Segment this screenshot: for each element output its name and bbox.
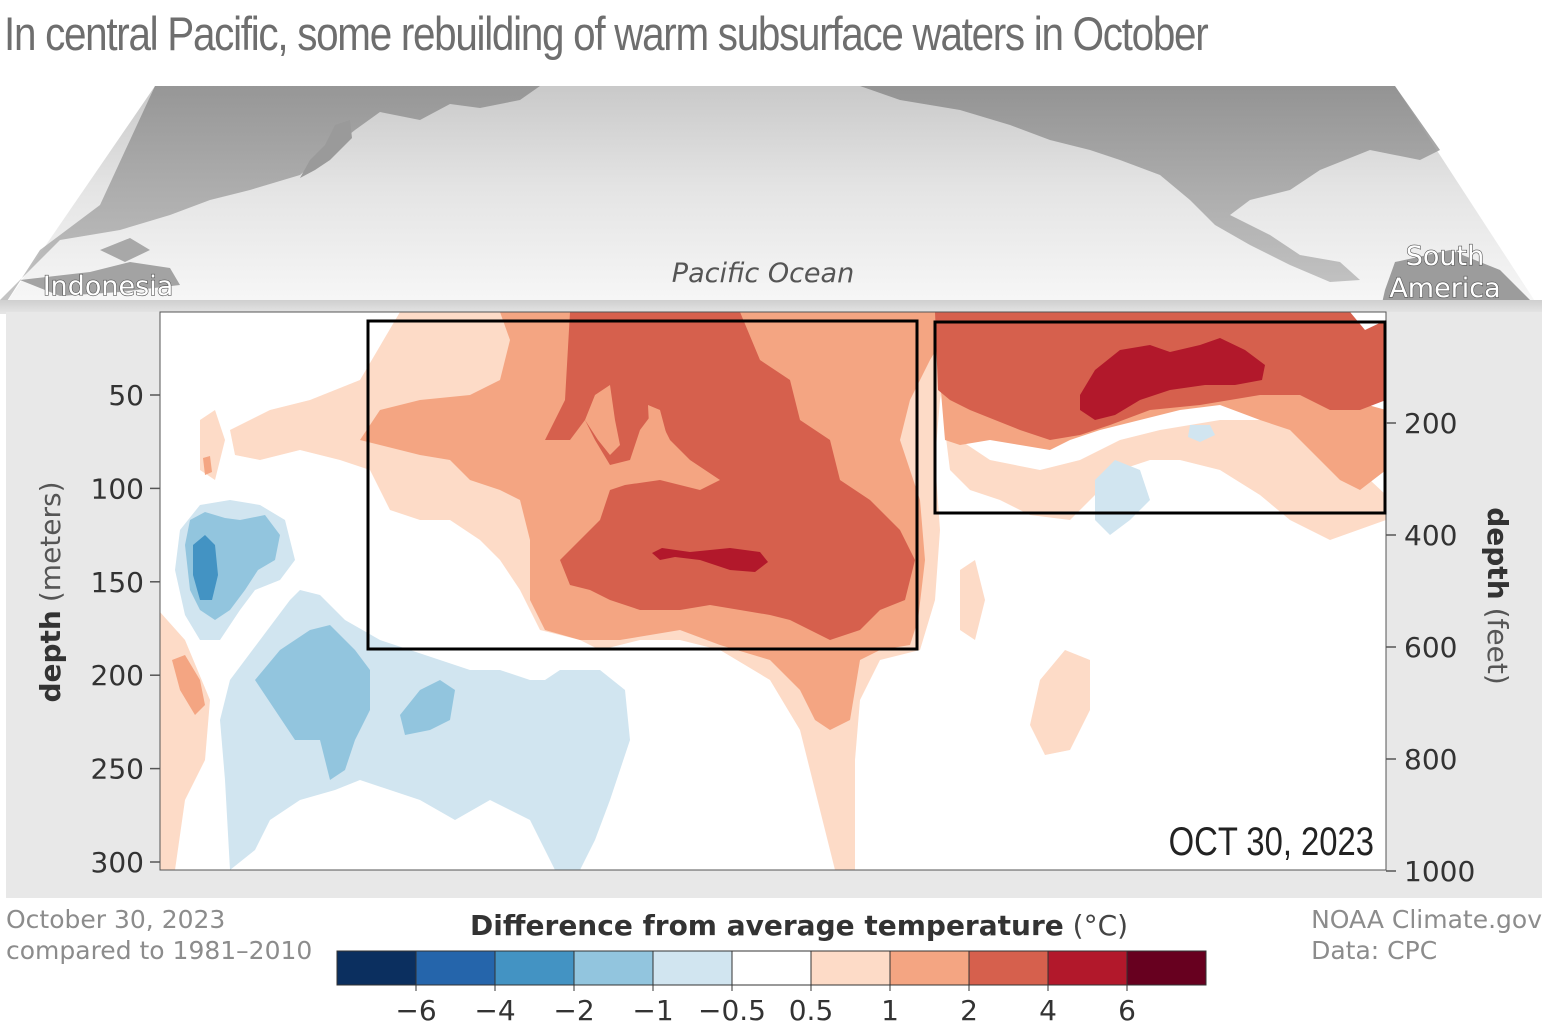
y-left-tick-label: 300 bbox=[91, 846, 144, 879]
legend-swatch bbox=[968, 950, 1049, 986]
contour-cool-2 bbox=[193, 535, 218, 600]
legend-title-unit: (°C) bbox=[1072, 909, 1129, 942]
y-right-tick-label: 600 bbox=[1404, 631, 1457, 664]
y-right-tick-label: 1000 bbox=[1404, 855, 1475, 888]
y-axis-left: 50 100 150 200 250 300 bbox=[91, 379, 160, 879]
map-label-pacific: Pacific Ocean bbox=[672, 258, 854, 289]
date-label: OCT 30, 2023 bbox=[1169, 819, 1374, 864]
y-right-title-unit: (feet) bbox=[1481, 608, 1514, 685]
footer-right: NOAA Climate.gov Data: CPC bbox=[1311, 904, 1542, 966]
y-right-tick-label: 800 bbox=[1404, 743, 1457, 776]
footer-left: October 30, 2023 compared to 1981–2010 bbox=[6, 904, 312, 966]
legend-swatch bbox=[494, 950, 575, 986]
heatmap bbox=[160, 312, 1386, 870]
footer-date: October 30, 2023 bbox=[6, 905, 226, 934]
map-backdrop bbox=[0, 86, 1542, 314]
legend-swatch bbox=[1126, 950, 1207, 986]
legend-tick-label: −6 bbox=[395, 994, 436, 1026]
footer-baseline: compared to 1981–2010 bbox=[6, 936, 313, 965]
legend-tick-label: 4 bbox=[1039, 994, 1057, 1026]
y-right-tick-label: 400 bbox=[1404, 519, 1457, 552]
legend-swatch bbox=[1047, 950, 1128, 986]
y-right-title-bold: depth bbox=[1481, 507, 1514, 599]
y-right-tick-label: 200 bbox=[1404, 407, 1457, 440]
map-label-south-america-2: America bbox=[1389, 273, 1500, 304]
legend-swatch bbox=[415, 950, 496, 986]
legend-swatch bbox=[810, 950, 891, 986]
contour-warm-4 bbox=[652, 338, 1265, 572]
legend-tick-label: −4 bbox=[474, 994, 515, 1026]
chart-title: In central Pacific, some rebuilding of w… bbox=[4, 7, 1209, 60]
legend-tick-label: −2 bbox=[553, 994, 594, 1026]
legend-title: Difference from average temperature (°C) bbox=[470, 909, 1128, 942]
color-legend: −6 −4 −2 −1 −0.5 0.5 1 2 4 6 bbox=[336, 950, 1207, 1026]
legend-swatch bbox=[573, 950, 654, 986]
y-left-tick-label: 50 bbox=[108, 379, 144, 412]
contour-cool-0.5 bbox=[175, 425, 1215, 870]
legend-tick-label: 1 bbox=[881, 994, 899, 1026]
y-left-tick-label: 200 bbox=[91, 659, 144, 692]
legend-swatch bbox=[336, 950, 417, 986]
footer-source: Data: CPC bbox=[1311, 936, 1438, 965]
legend-tick-label: −0.5 bbox=[698, 994, 766, 1026]
y-axis-right: 200 400 600 800 1000 bbox=[1386, 407, 1475, 888]
box-central-pacific bbox=[366, 319, 919, 651]
box-eastern-pacific bbox=[933, 320, 1387, 515]
contour-cool-1 bbox=[185, 512, 455, 780]
y-axis-left-title: depth (meters) bbox=[34, 481, 67, 702]
legend-tick-label: −1 bbox=[632, 994, 673, 1026]
footer-credit: NOAA Climate.gov bbox=[1311, 905, 1542, 934]
y-left-tick-label: 150 bbox=[91, 566, 144, 599]
y-left-title-unit: (meters) bbox=[34, 481, 67, 602]
y-axis-right-title: depth (feet) bbox=[1481, 507, 1514, 685]
legend-title-bold: Difference from average temperature bbox=[470, 909, 1064, 942]
y-left-tick-label: 250 bbox=[91, 753, 144, 786]
legend-swatch bbox=[652, 950, 733, 986]
y-left-title-bold: depth bbox=[34, 610, 67, 702]
legend-tick-label: 2 bbox=[960, 994, 978, 1026]
map-label-south-america-1: South bbox=[1406, 241, 1484, 272]
legend-swatch bbox=[731, 950, 812, 986]
contour-hole bbox=[585, 385, 668, 455]
legend-swatch bbox=[889, 950, 970, 986]
map-label-indonesia: Indonesia bbox=[43, 271, 174, 302]
legend-tick-label: 6 bbox=[1118, 994, 1136, 1026]
legend-tick-label: 0.5 bbox=[789, 994, 834, 1026]
y-left-tick-label: 100 bbox=[91, 472, 144, 505]
plot-frame bbox=[159, 311, 1387, 871]
